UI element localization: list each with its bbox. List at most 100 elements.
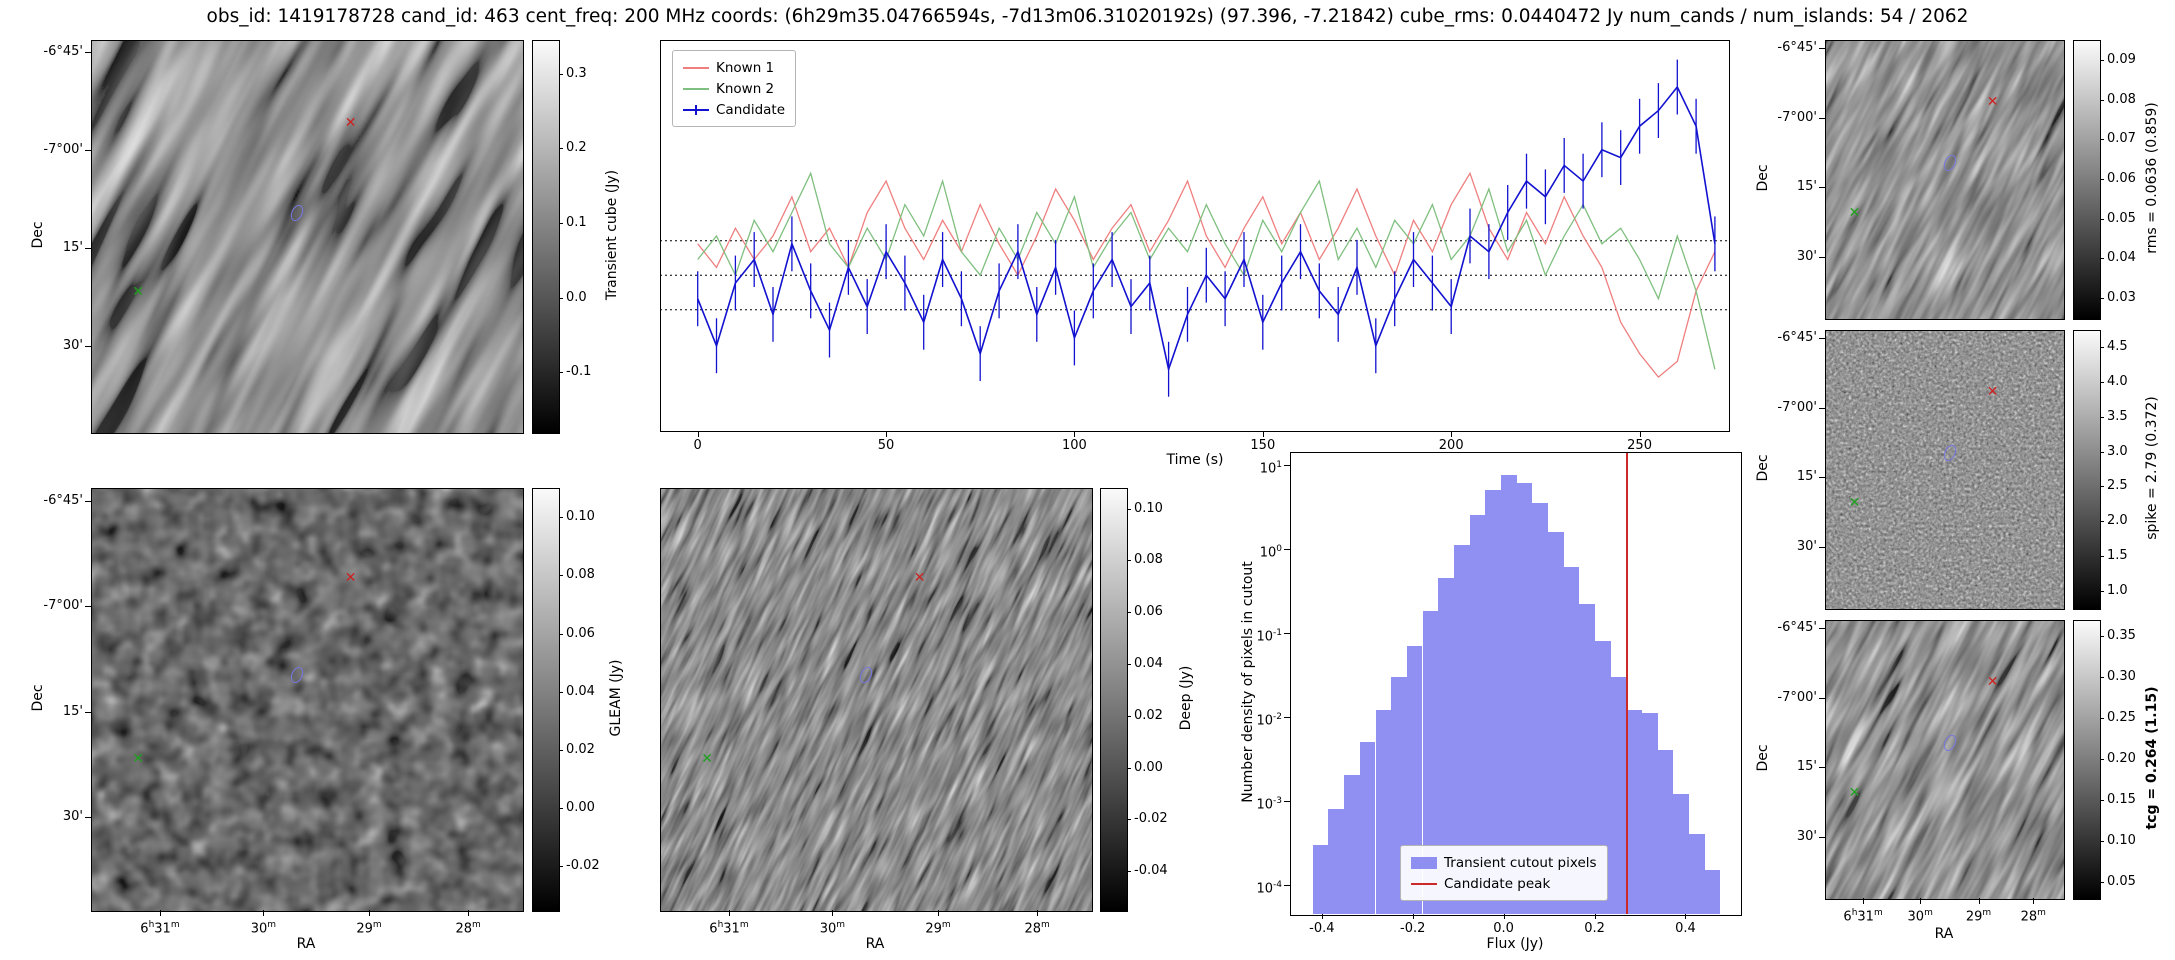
dec-tick-label: 30' [62,337,83,353]
ra-tick-label: 6h31m [709,920,749,937]
colorbar-tick-label: 0.0 [566,289,587,305]
colorbar-tick [2100,590,2104,592]
colorbar-gradient [533,41,559,433]
histogram-bar [1673,793,1690,914]
dec-tick-label: -7°00' [1777,109,1817,125]
ra-tick [832,910,834,916]
colorbar-tick-label: 0.04 [2107,250,2136,266]
colorbar-tick-label: 3.5 [2107,408,2128,424]
colorbar-tick [2100,840,2104,842]
dec-tick [1819,256,1825,258]
colorbar-tick-label: 0.02 [566,741,595,757]
histogram-x-tick [1321,914,1323,919]
spike-colorbar-label: spike = 2.79 (0.372) [2144,396,2160,540]
colorbar-tick [1127,871,1131,873]
dec-tick [85,345,91,347]
histogram-x-axis-label: Flux (Jy) [1486,936,1544,952]
histogram-bar [1563,567,1580,914]
colorbar-tick [559,808,563,810]
colorbar-tick [2100,258,2104,260]
ra-tick [368,910,370,916]
ra-tick-label: 28m [1024,920,1050,937]
colorbar-tick [559,372,563,374]
colorbar-tick [2100,218,2104,220]
transient-colorbar-label: Transient cube (Jy) [604,169,620,301]
histogram-y-tick-label: 100 [1259,543,1282,560]
ra-tick-label: 30m [819,920,846,937]
lightcurve-series-1 [697,171,1716,370]
histogram-x-tick [1594,914,1596,919]
spike-image: ✕ ✕ [1825,330,2065,610]
lightcurve-series-2 [696,85,1716,373]
histogram-x-tick [1412,914,1414,919]
colorbar-tick-label: 2.5 [2107,478,2128,494]
ra-tick-label: 6h31m [140,920,180,937]
legend-item-cutout-pixels: Transient cutout pixels [1411,852,1597,873]
lightcurve-x-tick-label: 150 [1250,438,1276,453]
ra-tick [263,910,265,916]
histogram-y-tick-label: 10-2 [1256,711,1282,728]
known1-line-swatch [683,66,709,69]
colorbar-tick-label: 0.25 [2107,710,2136,726]
histogram-y-tick [1284,884,1290,886]
colorbar-tick-label: 0.03 [2107,290,2136,306]
gleam-image: ✕ ✕ [91,488,524,912]
colorbar-tick [559,222,563,224]
ra-tick [1978,898,1980,904]
rms-colorbar [2073,40,2101,320]
histogram-bar [1328,808,1345,914]
legend-label-known2: Known 2 [716,80,775,97]
cutout-pixels-swatch [1411,856,1437,869]
histogram-y-tick-label: 10-3 [1256,795,1282,812]
dec-tick-label: -6°45' [43,492,83,508]
histogram-bar [1657,750,1674,914]
histogram-bar [1312,844,1329,914]
dec-tick [85,149,91,151]
colorbar-tick [2100,718,2104,720]
colorbar-tick-label: 0.3 [566,65,587,81]
colorbar-tick [2100,139,2104,141]
ra-tick [1037,910,1039,916]
dec-tick-label: -7°00' [43,598,83,614]
colorbar-tick [559,633,563,635]
dec-axis-label-spike: Dec [1755,454,1771,482]
noise-texture [92,489,523,911]
colorbar-tick [1127,715,1131,717]
colorbar-tick-label: 2.0 [2107,513,2128,529]
known2-source-marker-icon: ✕ [1848,785,1861,802]
colorbar-tick-label: 0.04 [566,683,595,699]
dec-tick [1819,477,1825,479]
dec-tick [1819,117,1825,119]
histogram-bar [1375,709,1392,914]
known2-line-swatch [683,87,709,90]
ra-tick [2033,898,2035,904]
lightcurve-plot [660,40,1730,432]
colorbar-tick [559,148,563,150]
colorbar-tick [1127,767,1131,769]
ra-tick-label: 6h31m [1843,908,1883,925]
dec-tick [1819,628,1825,630]
dec-tick [1819,767,1825,769]
noise-texture [92,41,523,433]
lightcurve-x-tick-label: 200 [1438,438,1464,453]
colorbar-tick [2100,347,2104,349]
dec-tick-label: 30' [1796,828,1817,844]
histogram-y-tick-label: 101 [1259,459,1282,476]
colorbar-tick [2100,99,2104,101]
dec-tick [85,51,91,53]
colorbar-gradient [2074,41,2100,319]
colorbar-tick [559,517,563,519]
known1-source-marker-icon: ✕ [344,115,357,132]
deep-colorbar-label: Deep (Jy) [1178,665,1194,731]
histogram-bar [1344,775,1360,914]
ra-axis-label-deep: RA [865,936,885,952]
dec-tick [85,817,91,819]
candidate-errorbar-swatch [683,104,709,115]
dec-tick-label: -7°00' [1777,399,1817,415]
histogram-x-tick-label: 0.2 [1584,921,1605,936]
colorbar-tick [559,297,563,299]
dec-tick-label: 30' [1796,248,1817,264]
candidate-peak-line [1626,452,1629,914]
colorbar-tick-label: 0.10 [566,509,595,525]
